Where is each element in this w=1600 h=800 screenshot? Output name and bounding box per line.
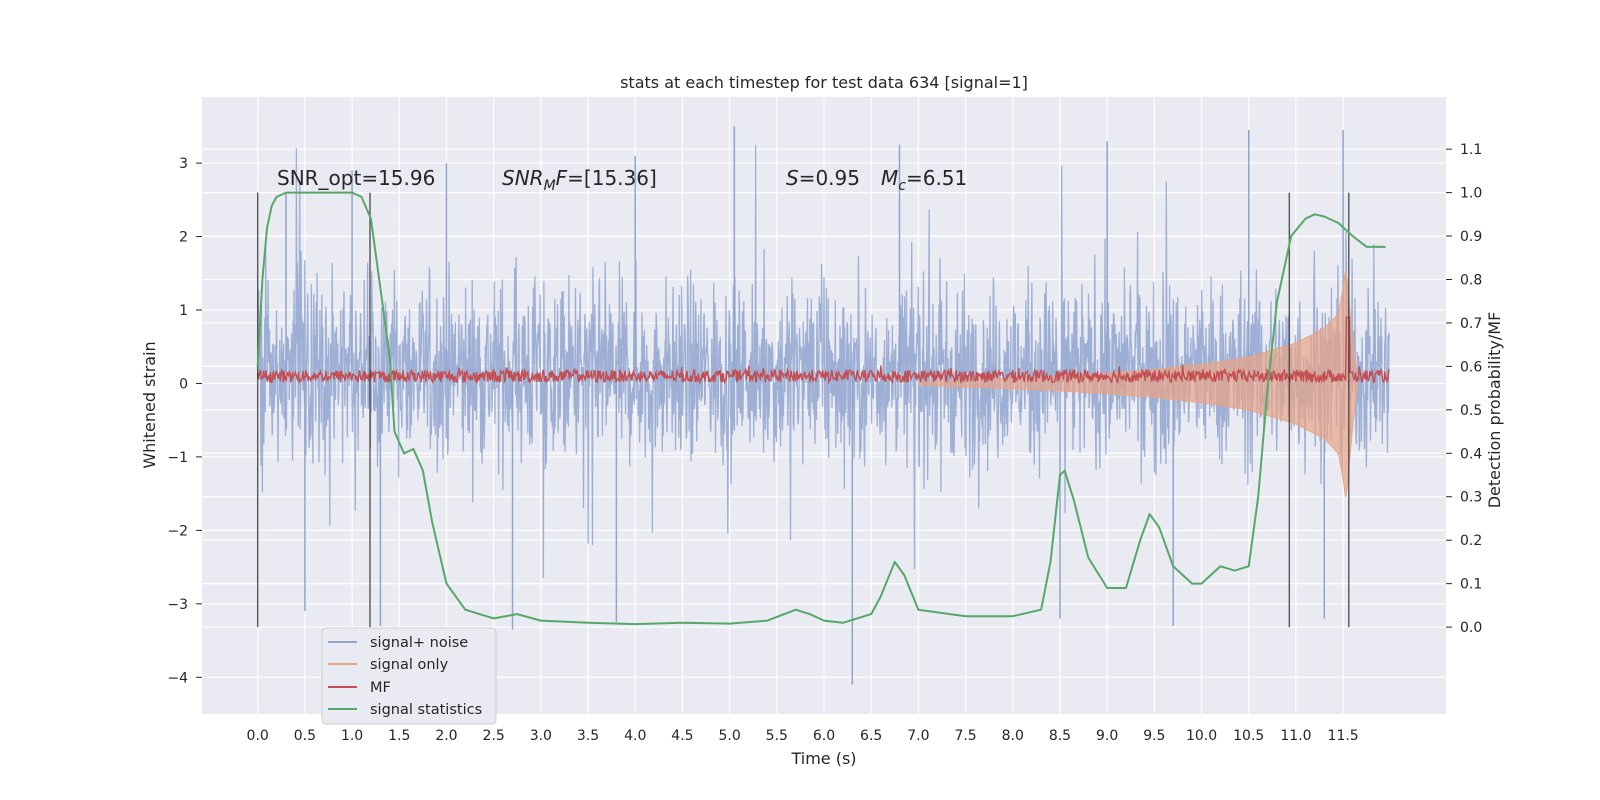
snr-mf-rest: F	[556, 166, 568, 190]
x-tick-label: 5.0	[718, 728, 740, 744]
x-tick-label: 10.0	[1186, 728, 1217, 744]
y-left-axis-label: Whitened strain	[140, 341, 159, 468]
y-left-tick-labels: 3 2 1 0 −1 −2 −3 −4	[167, 156, 202, 686]
statistics-layer	[256, 191, 1386, 626]
y-left-tick-label: 1	[179, 303, 188, 319]
x-tick-label: 0.5	[294, 728, 316, 744]
annotation-s: S=0.95	[786, 166, 860, 190]
annotation-snr-mf: SNRMF=[15.36]	[502, 166, 657, 194]
y-right-tick-label: 1.1	[1460, 142, 1482, 158]
x-tick-label: 6.5	[860, 728, 882, 744]
x-tick-label: 9.0	[1096, 728, 1118, 744]
x-tick-label: 4.0	[624, 728, 646, 744]
y-left-tick-label: −2	[167, 523, 188, 539]
series-mf	[257, 316, 1390, 385]
annotation-snr-opt: SNR_opt=15.96	[277, 166, 435, 190]
x-tick-label: 9.5	[1143, 728, 1165, 744]
x-tick-label: 6.0	[813, 728, 835, 744]
y-right-tick-label: 0.6	[1460, 359, 1482, 375]
y-right-tick-label: 0.9	[1460, 229, 1482, 245]
snr-mf-subscript: M	[544, 178, 556, 194]
legend-box	[321, 627, 497, 725]
mc-label: M	[881, 166, 898, 190]
y-left-tick-label: −1	[167, 450, 188, 466]
y-right-tick-label: 0.4	[1460, 446, 1482, 462]
x-tick-label: 2.0	[435, 728, 457, 744]
x-tick-label: 11.5	[1328, 728, 1359, 744]
snr-mf-value: =[15.36]	[567, 166, 657, 190]
mc-value: =6.51	[906, 166, 967, 190]
x-tick-label: 1.0	[341, 728, 363, 744]
x-axis-label: Time (s)	[790, 749, 856, 768]
y-left-tick-label: 3	[179, 156, 188, 172]
y-right-tick-label: 0.1	[1460, 577, 1482, 593]
vertical-markers	[256, 192, 1350, 628]
x-tick-label: 1.5	[388, 728, 410, 744]
y-right-tick-label: 0.2	[1460, 533, 1482, 549]
data-layer	[257, 126, 1391, 685]
y-right-tick-label: 0.8	[1460, 272, 1482, 288]
series-signal-statistics	[256, 191, 1386, 626]
y-right-tick-label: 0.0	[1460, 620, 1482, 636]
s-value: =0.95	[799, 166, 860, 190]
legend-label-mf: MF	[370, 680, 391, 696]
x-tick-label: 11.0	[1280, 728, 1311, 744]
y-right-tick-label: 0.3	[1460, 490, 1482, 506]
y-left-tick-label: −4	[167, 670, 188, 686]
x-tick-label: 8.0	[1002, 728, 1024, 744]
x-tick-label: 2.5	[483, 728, 505, 744]
x-tick-label: 5.5	[766, 728, 788, 744]
x-tick-label: 7.0	[907, 728, 929, 744]
y-left-tick-label: −3	[167, 597, 188, 613]
y-right-tick-label: 1.0	[1460, 186, 1482, 202]
y-right-tick-label: 0.5	[1460, 403, 1482, 419]
x-tick-label: 3.5	[577, 728, 599, 744]
legend: signal+ noise signal only MF signal stat…	[321, 627, 497, 725]
y-right-axis-label: Detection probability/MF	[1485, 312, 1504, 509]
snr-mf-label: SNR	[502, 166, 544, 190]
y-left-tick-label: 2	[179, 230, 188, 246]
legend-label-signal-noise: signal+ noise	[370, 635, 468, 651]
x-tick-label: 8.5	[1049, 728, 1071, 744]
series-signal-noise	[257, 145, 1391, 578]
y-right-tick-label: 0.7	[1460, 316, 1482, 332]
legend-label-signal-only: signal only	[370, 657, 449, 673]
mc-subscript: c	[898, 178, 906, 194]
legend-label-signal-statistics: signal statistics	[370, 702, 482, 718]
x-tick-labels: 0.0 0.5 1.0 1.5 2.0 2.5 3.0 3.5 4.0 4.5 5.0 5.5 6.0 6…	[247, 728, 1359, 744]
x-tick-label: 4.5	[671, 728, 693, 744]
s-label: S	[786, 166, 799, 190]
x-tick-label: 10.5	[1233, 728, 1264, 744]
y-right-tick-labels: 1.1 1.0 0.9 0.8 0.7 0.6 0.5 0.4 0.3 0.2 0.1 0.0	[1446, 142, 1482, 636]
x-tick-label: 0.0	[247, 728, 269, 744]
series-signal-only	[917, 269, 1358, 498]
x-tick-label: 3.0	[530, 728, 552, 744]
chart-title: stats at each timestep for test data 634…	[620, 73, 1028, 92]
y-left-tick-label: 0	[179, 376, 188, 392]
annotation-mc: Mc=6.51	[881, 166, 967, 194]
x-tick-label: 7.5	[954, 728, 976, 744]
